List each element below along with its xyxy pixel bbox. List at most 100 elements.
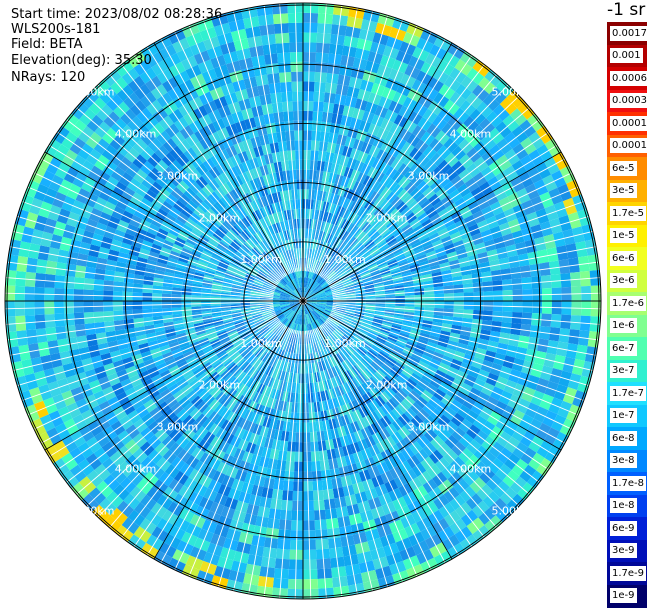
radar-gate-cell	[294, 278, 299, 289]
radar-gate-cell	[306, 302, 317, 306]
radar-gate-cell	[314, 308, 323, 315]
radar-gate-cell	[311, 311, 319, 320]
radar-gate-cell	[293, 290, 301, 298]
ray-gap-line	[325, 107, 530, 282]
ray-gap-line	[331, 310, 585, 401]
ray-gap-line	[332, 301, 601, 310]
radar-gate-cell	[304, 288, 310, 298]
radar-gate-cell	[283, 308, 292, 315]
ray-gap-line	[314, 25, 418, 274]
radar-gate-cell	[312, 283, 320, 292]
colorbar-tick-label: 1.7e-8	[610, 475, 647, 491]
radar-gate-cell	[306, 301, 317, 304]
radar-gate-cell	[288, 281, 295, 291]
radar-gate-cell	[316, 301, 327, 304]
radar-gate-cell	[303, 287, 306, 297]
radar-gate-cell	[299, 277, 302, 288]
ray-gap-line	[330, 186, 579, 290]
range-ring-label: 4.00km	[450, 462, 492, 475]
colorbar: 0.0017 0.001 0.0006 0.0003 0.00017 0.0001 6e-5…	[607, 22, 647, 608]
radar-gate-cell	[269, 303, 280, 307]
radar-gate-cell	[307, 279, 313, 289]
range-ring-label: 3.00km	[408, 421, 450, 434]
ray-gap-line	[331, 309, 589, 387]
radar-gate-cell	[294, 289, 301, 298]
colorbar-tick-label: 0.0017	[610, 25, 647, 41]
radar-gate-cell	[294, 313, 299, 324]
radar-gate-cell	[297, 324, 301, 335]
ray-gap-line	[308, 7, 358, 272]
elevation-label: Elevation(deg): 35.30	[11, 53, 152, 68]
range-ring-label: 5.00km	[492, 86, 534, 99]
radar-gate-cell	[305, 304, 313, 312]
radar-gate-cell	[298, 287, 302, 298]
radar-gate-cell	[281, 305, 291, 311]
radar-gate-cell	[284, 309, 293, 317]
radar-gate-cell	[296, 314, 301, 325]
range-ring-label: 2.00km	[199, 379, 241, 392]
radar-gate-cell	[316, 296, 327, 299]
radar-gate-cell	[306, 314, 311, 324]
colorbar-tick-label: 6e-7	[610, 340, 637, 356]
ray-gap-line	[329, 172, 573, 289]
range-ring-label: 2.00km	[366, 211, 408, 224]
radar-gate-cell	[306, 294, 316, 300]
radar-gate-cell	[306, 298, 317, 301]
radar-gate-cell	[298, 304, 302, 315]
radar-gate-cell	[311, 311, 318, 321]
radar-gate-cell	[300, 304, 303, 315]
radar-gate-cell	[279, 302, 290, 305]
radar-gate-cell	[289, 301, 300, 304]
radar-gate-cell	[289, 299, 299, 301]
radar-gate-cell	[290, 302, 300, 307]
radar-gate-cell	[290, 294, 300, 300]
radar-gate-cell	[306, 302, 316, 307]
ppi-scan-plot: 1.00km 2.00km 3.00km 4.00km 5.00km 1.00km 2.00…	[4, 2, 602, 600]
radar-gate-cell	[304, 287, 308, 298]
range-ring-label: 4.00km	[450, 128, 492, 141]
ray-gap-line	[328, 144, 558, 286]
radar-gate-cell	[289, 281, 296, 290]
radar-gate-cell	[306, 278, 311, 288]
radar-gate-cell	[306, 291, 314, 299]
ray-gap-line	[328, 316, 558, 458]
radar-gate-cell	[281, 291, 291, 297]
radar-gate-cell	[315, 305, 325, 311]
radar-gate-cell	[316, 297, 327, 300]
radar-gate-cell	[326, 303, 337, 307]
ray-gap-line	[318, 46, 460, 276]
ray-gap-line	[312, 19, 403, 273]
range-ring-label: 5.00km	[73, 86, 115, 99]
radar-gate-cell	[315, 290, 325, 296]
radar-gate-cell	[287, 311, 295, 320]
ray-gap-line	[332, 304, 599, 341]
radar-gate-cell	[283, 287, 292, 294]
radar-gate-cell	[303, 304, 306, 315]
radar-gate-cell	[298, 314, 301, 325]
colorbar-tick-label: 3e-9	[610, 543, 637, 559]
radar-gate-cell	[303, 304, 307, 315]
radar-gate-cell	[316, 303, 327, 306]
radar-gate-cell	[288, 311, 295, 321]
radar-gate-cell	[292, 313, 298, 323]
ray-gap-line	[311, 15, 389, 273]
nrays-label: NRays: 120	[11, 70, 86, 85]
radar-gate-cell	[306, 296, 317, 300]
radar-gate-cell	[295, 314, 300, 324]
radar-gate-cell	[293, 313, 299, 323]
radar-gate-cell	[307, 301, 317, 303]
radar-gate-cell	[279, 297, 290, 300]
radar-gate-cell	[301, 305, 303, 315]
radar-gate-cell	[303, 277, 306, 288]
ray-gap-line	[332, 261, 599, 298]
ray-gap-line	[332, 246, 597, 296]
radar-gate-cell	[297, 288, 302, 298]
radar-gate-cell	[307, 313, 312, 324]
range-ring-label: 1.00km	[240, 253, 282, 266]
ray-gap-line	[306, 5, 343, 272]
radar-gate-cell	[285, 284, 294, 292]
radar-gate-cell	[310, 312, 317, 321]
range-ring-label: 1.00km	[240, 337, 282, 350]
radar-gate-cell	[305, 314, 310, 325]
radar-gate-cell	[289, 298, 300, 301]
